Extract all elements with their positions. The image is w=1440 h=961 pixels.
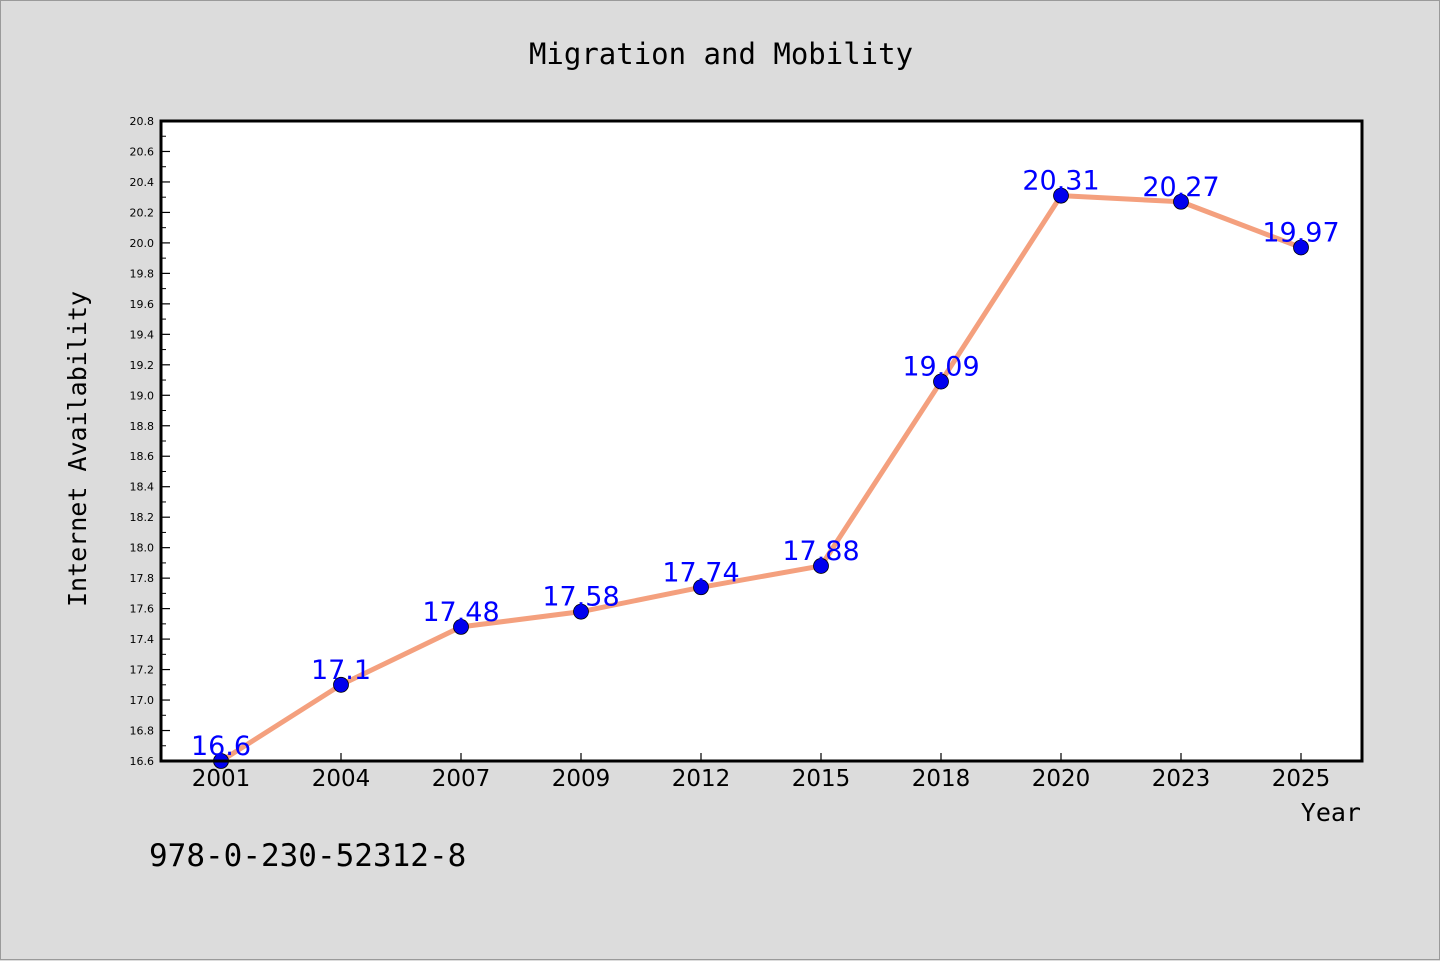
y-tick-label: 20.0 — [130, 237, 155, 250]
series-line — [218, 193, 1304, 764]
data-point — [693, 579, 709, 596]
plot-border — [159, 119, 1364, 763]
y-tick-label: 17.4 — [130, 633, 155, 646]
x-tick-label: 2001 — [192, 766, 251, 792]
data-point — [333, 676, 349, 693]
data-point — [453, 619, 469, 635]
x-tick-label: 2007 — [432, 766, 491, 792]
y-tick-label: 20.8 — [130, 115, 155, 128]
data-point — [933, 373, 949, 390]
y-tick-label: 18.4 — [130, 481, 155, 494]
data-label: 20.27 — [1142, 172, 1219, 203]
isbn-text: 978-0-230-52312-8 — [149, 838, 466, 874]
data-label: 16.6 — [191, 731, 251, 762]
x-tick-label: 2020 — [1032, 766, 1091, 792]
y-tick-label: 17.6 — [130, 603, 155, 616]
data-label: 17.88 — [782, 536, 859, 567]
y-tick-label: 19.8 — [130, 267, 155, 280]
y-tick-label: 16.8 — [130, 725, 155, 738]
y-tick-label: 18.8 — [130, 420, 155, 433]
chart-title: Migration and Mobility — [529, 37, 913, 71]
data-label: 17.1 — [311, 655, 371, 686]
y-axis-label: Internet Availability — [63, 291, 92, 607]
data-point — [573, 603, 589, 620]
data-label: 17.48 — [422, 597, 499, 628]
data-labels-group: 16.6 17.1 17.48 17.58 17.74 17.88 19.09 20.31 20… — [191, 166, 1340, 762]
data-point — [813, 558, 829, 574]
y-tick-label: 20.4 — [130, 176, 155, 189]
data-label: 17.74 — [662, 557, 739, 588]
data-label: 19.97 — [1262, 217, 1339, 248]
y-tick-label: 18.2 — [130, 511, 155, 524]
y-tick-label: 16.6 — [130, 755, 155, 768]
x-tick-label: 2009 — [552, 766, 611, 792]
y-axis: 16.6 16.8 17.0 17.2 17.4 17.6 17.8 18.0 18.2 18.4… — [130, 115, 170, 768]
x-tick-label: 2015 — [792, 766, 851, 792]
data-label: 19.09 — [902, 352, 979, 383]
plot-area — [161, 121, 1362, 761]
y-tick-label: 19.4 — [130, 328, 155, 341]
series-line-group — [213, 187, 1309, 769]
y-tick-label: 18.0 — [130, 542, 155, 555]
data-point — [1173, 193, 1189, 210]
y-tick-label: 20.2 — [130, 206, 155, 219]
y-tick-label: 17.2 — [130, 664, 155, 677]
x-tick-label: 2012 — [672, 766, 731, 792]
x-axis-label: Year — [1301, 798, 1361, 827]
data-label: 20.31 — [1022, 166, 1099, 197]
y-tick-label: 20.6 — [130, 145, 155, 158]
x-tick-label: 2025 — [1272, 766, 1331, 792]
x-tick-label: 2023 — [1152, 766, 1211, 792]
y-tick-label: 17.8 — [130, 572, 155, 585]
y-tick-label: 19.0 — [130, 389, 155, 402]
x-axis: 2001 2004 2007 2009 2012 2015 2018 2020 2023 2025 — [192, 753, 1331, 792]
y-tick-label: 19.6 — [130, 298, 155, 311]
x-tick-label: 2004 — [312, 766, 371, 792]
data-point — [1293, 239, 1309, 256]
y-tick-label: 18.6 — [130, 450, 155, 463]
data-label: 17.58 — [542, 582, 619, 613]
data-point — [1053, 187, 1069, 204]
y-tick-label: 17.0 — [130, 694, 155, 707]
y-tick-label: 19.2 — [130, 359, 155, 372]
x-tick-label: 2018 — [912, 766, 971, 792]
